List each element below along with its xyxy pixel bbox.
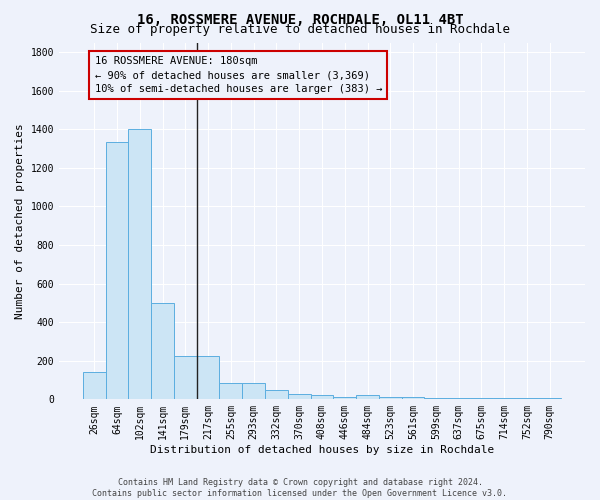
- Bar: [538, 398, 561, 400]
- Y-axis label: Number of detached properties: Number of detached properties: [15, 123, 25, 319]
- Bar: [493, 398, 515, 400]
- Bar: [447, 398, 470, 400]
- Bar: [311, 396, 334, 400]
- Text: 16 ROSSMERE AVENUE: 180sqm
← 90% of detached houses are smaller (3,369)
10% of s: 16 ROSSMERE AVENUE: 180sqm ← 90% of deta…: [95, 56, 382, 94]
- Bar: [288, 394, 311, 400]
- Bar: [106, 142, 128, 400]
- Bar: [197, 356, 220, 400]
- Bar: [151, 303, 174, 400]
- Bar: [220, 383, 242, 400]
- Bar: [515, 398, 538, 400]
- Bar: [379, 398, 401, 400]
- Bar: [470, 398, 493, 400]
- X-axis label: Distribution of detached houses by size in Rochdale: Distribution of detached houses by size …: [150, 445, 494, 455]
- Text: 16, ROSSMERE AVENUE, ROCHDALE, OL11 4BT: 16, ROSSMERE AVENUE, ROCHDALE, OL11 4BT: [137, 12, 463, 26]
- Bar: [174, 356, 197, 400]
- Bar: [242, 383, 265, 400]
- Bar: [334, 398, 356, 400]
- Bar: [424, 398, 447, 400]
- Bar: [83, 372, 106, 400]
- Bar: [401, 398, 424, 400]
- Text: Contains HM Land Registry data © Crown copyright and database right 2024.
Contai: Contains HM Land Registry data © Crown c…: [92, 478, 508, 498]
- Bar: [265, 390, 288, 400]
- Bar: [356, 396, 379, 400]
- Bar: [128, 130, 151, 400]
- Text: Size of property relative to detached houses in Rochdale: Size of property relative to detached ho…: [90, 22, 510, 36]
